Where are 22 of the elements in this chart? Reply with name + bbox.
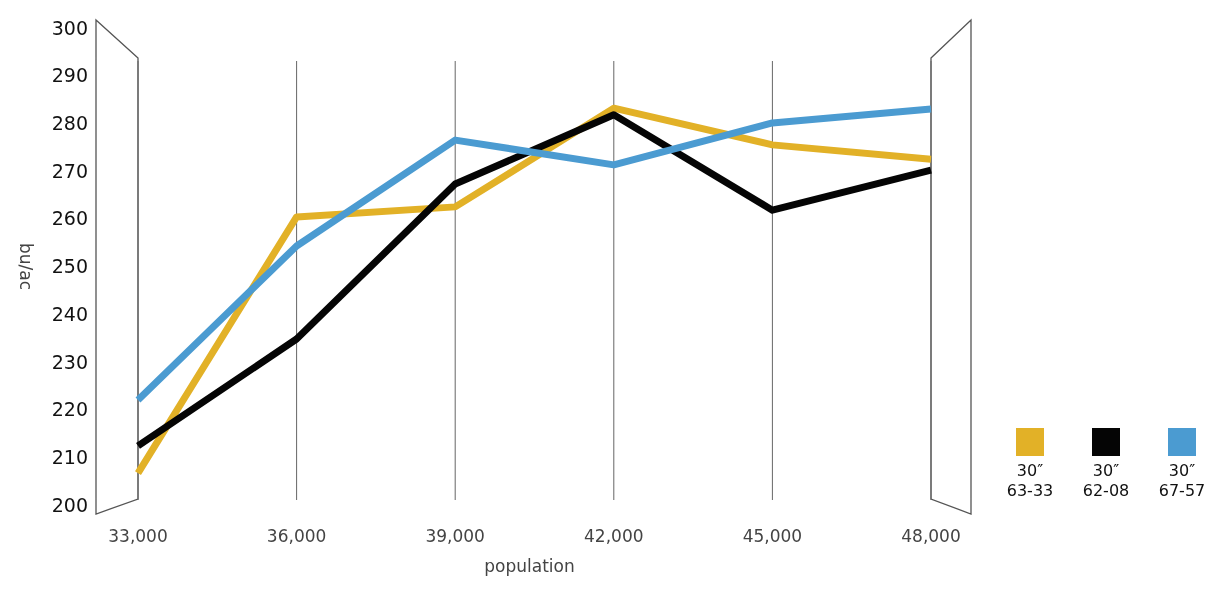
x-tick-label: 33,000	[108, 526, 168, 546]
y-tick-label: 250	[51, 255, 88, 278]
y-tick-label: 230	[51, 350, 88, 373]
x-axis-title: population	[484, 556, 575, 576]
y-axis-title: bu/ac	[16, 242, 36, 291]
y-tick-label: 280	[51, 112, 88, 135]
y-tick-label: 270	[51, 159, 88, 182]
y-tick-label: 290	[51, 64, 88, 87]
legend-label: 30″ 62-08	[1082, 461, 1130, 500]
x-tick-label: 45,000	[742, 526, 803, 546]
legend-label: 30″ 67-57	[1158, 461, 1206, 500]
y-tick-label: 260	[51, 207, 88, 230]
y-tick-label: 300	[51, 16, 88, 39]
x-tick-label: 36,000	[266, 526, 327, 546]
y-tick-label: 210	[51, 445, 88, 468]
y-tick-label: 200	[51, 493, 88, 516]
legend-label: 30″ 63-33	[1006, 461, 1054, 500]
x-tick-label: 42,000	[584, 526, 644, 546]
y-tick-label: 240	[51, 302, 88, 325]
x-tick-label: 39,000	[425, 526, 485, 546]
x-tick-label: 48,000	[901, 526, 961, 546]
y-tick-label: 220	[51, 398, 88, 421]
